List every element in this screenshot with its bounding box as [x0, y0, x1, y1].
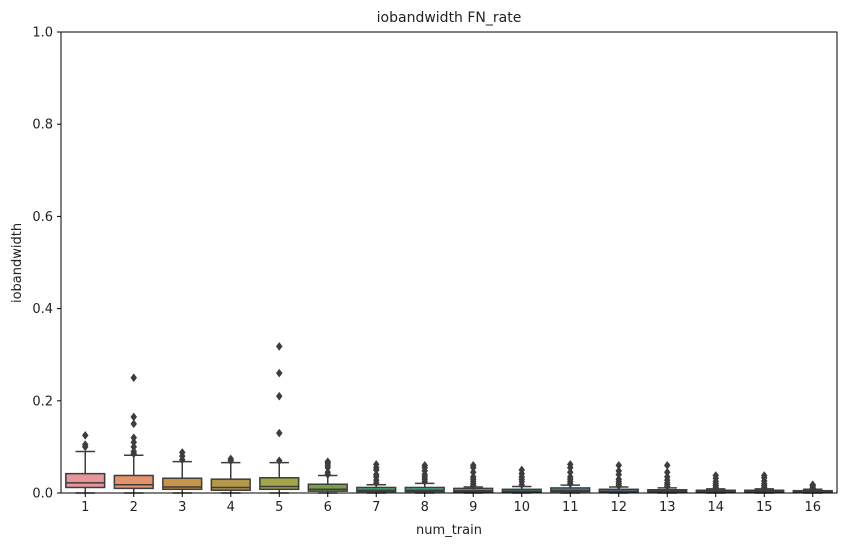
- outlier-point: [566, 460, 574, 469]
- x-tick-label: 10: [513, 500, 530, 515]
- box-3: [162, 448, 203, 494]
- outlier-point: [372, 460, 380, 469]
- box-iqr: [113, 474, 154, 490]
- x-tick-label: 12: [610, 500, 627, 515]
- plot-frame: [60, 31, 838, 494]
- x-tick-label: 15: [756, 500, 773, 515]
- box-10: [501, 465, 542, 494]
- outlier-point: [130, 437, 138, 447]
- x-tick-label: 11: [562, 500, 579, 515]
- outlier-point: [469, 460, 477, 470]
- box-2: [113, 373, 154, 494]
- outlier-point: [324, 457, 332, 467]
- y-tick-label: 0.2: [32, 394, 53, 409]
- outlier-point: [130, 412, 138, 422]
- outlier-point: [469, 467, 477, 477]
- box-13: [647, 460, 688, 494]
- outlier-point: [275, 391, 283, 401]
- outlier-point: [130, 433, 138, 443]
- outlier-point: [81, 430, 89, 440]
- x-tick-label: 6: [324, 500, 332, 515]
- y-tick-label: 0.8: [32, 118, 53, 133]
- box-iqr: [210, 478, 251, 491]
- y-tick-label: 1.0: [32, 26, 53, 41]
- outlier-point: [178, 448, 186, 457]
- outlier-point: [663, 460, 671, 470]
- outlier-point: [275, 341, 283, 351]
- x-tick-label: 3: [178, 500, 186, 515]
- outlier-point: [130, 447, 138, 456]
- y-tick-label: 0.4: [32, 302, 53, 317]
- box-7: [356, 460, 397, 494]
- outlier-point: [275, 428, 283, 438]
- x-tick-label: 4: [227, 500, 235, 515]
- box-5: [259, 341, 300, 494]
- x-axis-label: num_train: [416, 523, 482, 538]
- outlier-point: [712, 471, 720, 480]
- outlier-point: [324, 467, 332, 477]
- outlier-point: [663, 467, 671, 477]
- x-tick-label: 13: [659, 500, 676, 515]
- box-16: [792, 480, 833, 494]
- box-15: [744, 471, 785, 494]
- y-axis: 0.0 0.2 0.4 0.6 0.8 1.0: [32, 26, 61, 502]
- outlier-point: [372, 470, 380, 479]
- outlier-point: [469, 472, 477, 482]
- outlier-point: [615, 460, 623, 470]
- outlier-point: [81, 440, 89, 450]
- y-axis-label: iobandwidth: [10, 223, 25, 303]
- outlier-point: [615, 474, 623, 484]
- outlier-point: [275, 368, 283, 378]
- outlier-point: [275, 456, 283, 466]
- outlier-point: [615, 466, 623, 476]
- outlier-point: [518, 465, 526, 475]
- box-8: [404, 460, 445, 494]
- x-tick-label: 16: [804, 500, 821, 515]
- box-iqr: [162, 477, 203, 491]
- box-iqr: [259, 477, 300, 491]
- box-1: [65, 430, 106, 494]
- box-9: [453, 460, 494, 494]
- x-tick-label: 8: [421, 500, 429, 515]
- outlier-point: [130, 419, 138, 429]
- box-11: [550, 460, 591, 494]
- x-axis: 1 2 3 4 5 6 7 8 9 10 11 12 13 14 15 16: [81, 493, 821, 515]
- x-tick-label: 9: [469, 500, 477, 515]
- x-tick-label: 7: [372, 500, 380, 515]
- outlier-point: [130, 442, 138, 452]
- plot-area: [60, 31, 838, 494]
- box-4: [210, 454, 251, 494]
- outlier-point: [663, 472, 671, 482]
- box-14: [695, 471, 736, 494]
- box-6: [307, 457, 348, 494]
- outlier-point: [566, 472, 574, 482]
- x-tick-label: 2: [130, 500, 138, 515]
- outlier-point: [809, 480, 817, 490]
- outlier-point: [421, 460, 429, 470]
- x-tick-label: 5: [275, 500, 283, 515]
- outlier-point: [760, 471, 768, 480]
- y-tick-label: 0.0: [32, 487, 53, 502]
- chart-title: iobandwidth FN_rate: [377, 10, 522, 26]
- x-tick-label: 1: [81, 500, 89, 515]
- box-12: [598, 460, 639, 494]
- outlier-point: [227, 454, 235, 464]
- outlier-point: [566, 467, 574, 477]
- y-tick-label: 0.6: [32, 210, 53, 225]
- x-tick-label: 14: [707, 500, 724, 515]
- outlier-point: [130, 373, 138, 383]
- box-iqr: [307, 483, 348, 492]
- box-iqr: [65, 472, 106, 489]
